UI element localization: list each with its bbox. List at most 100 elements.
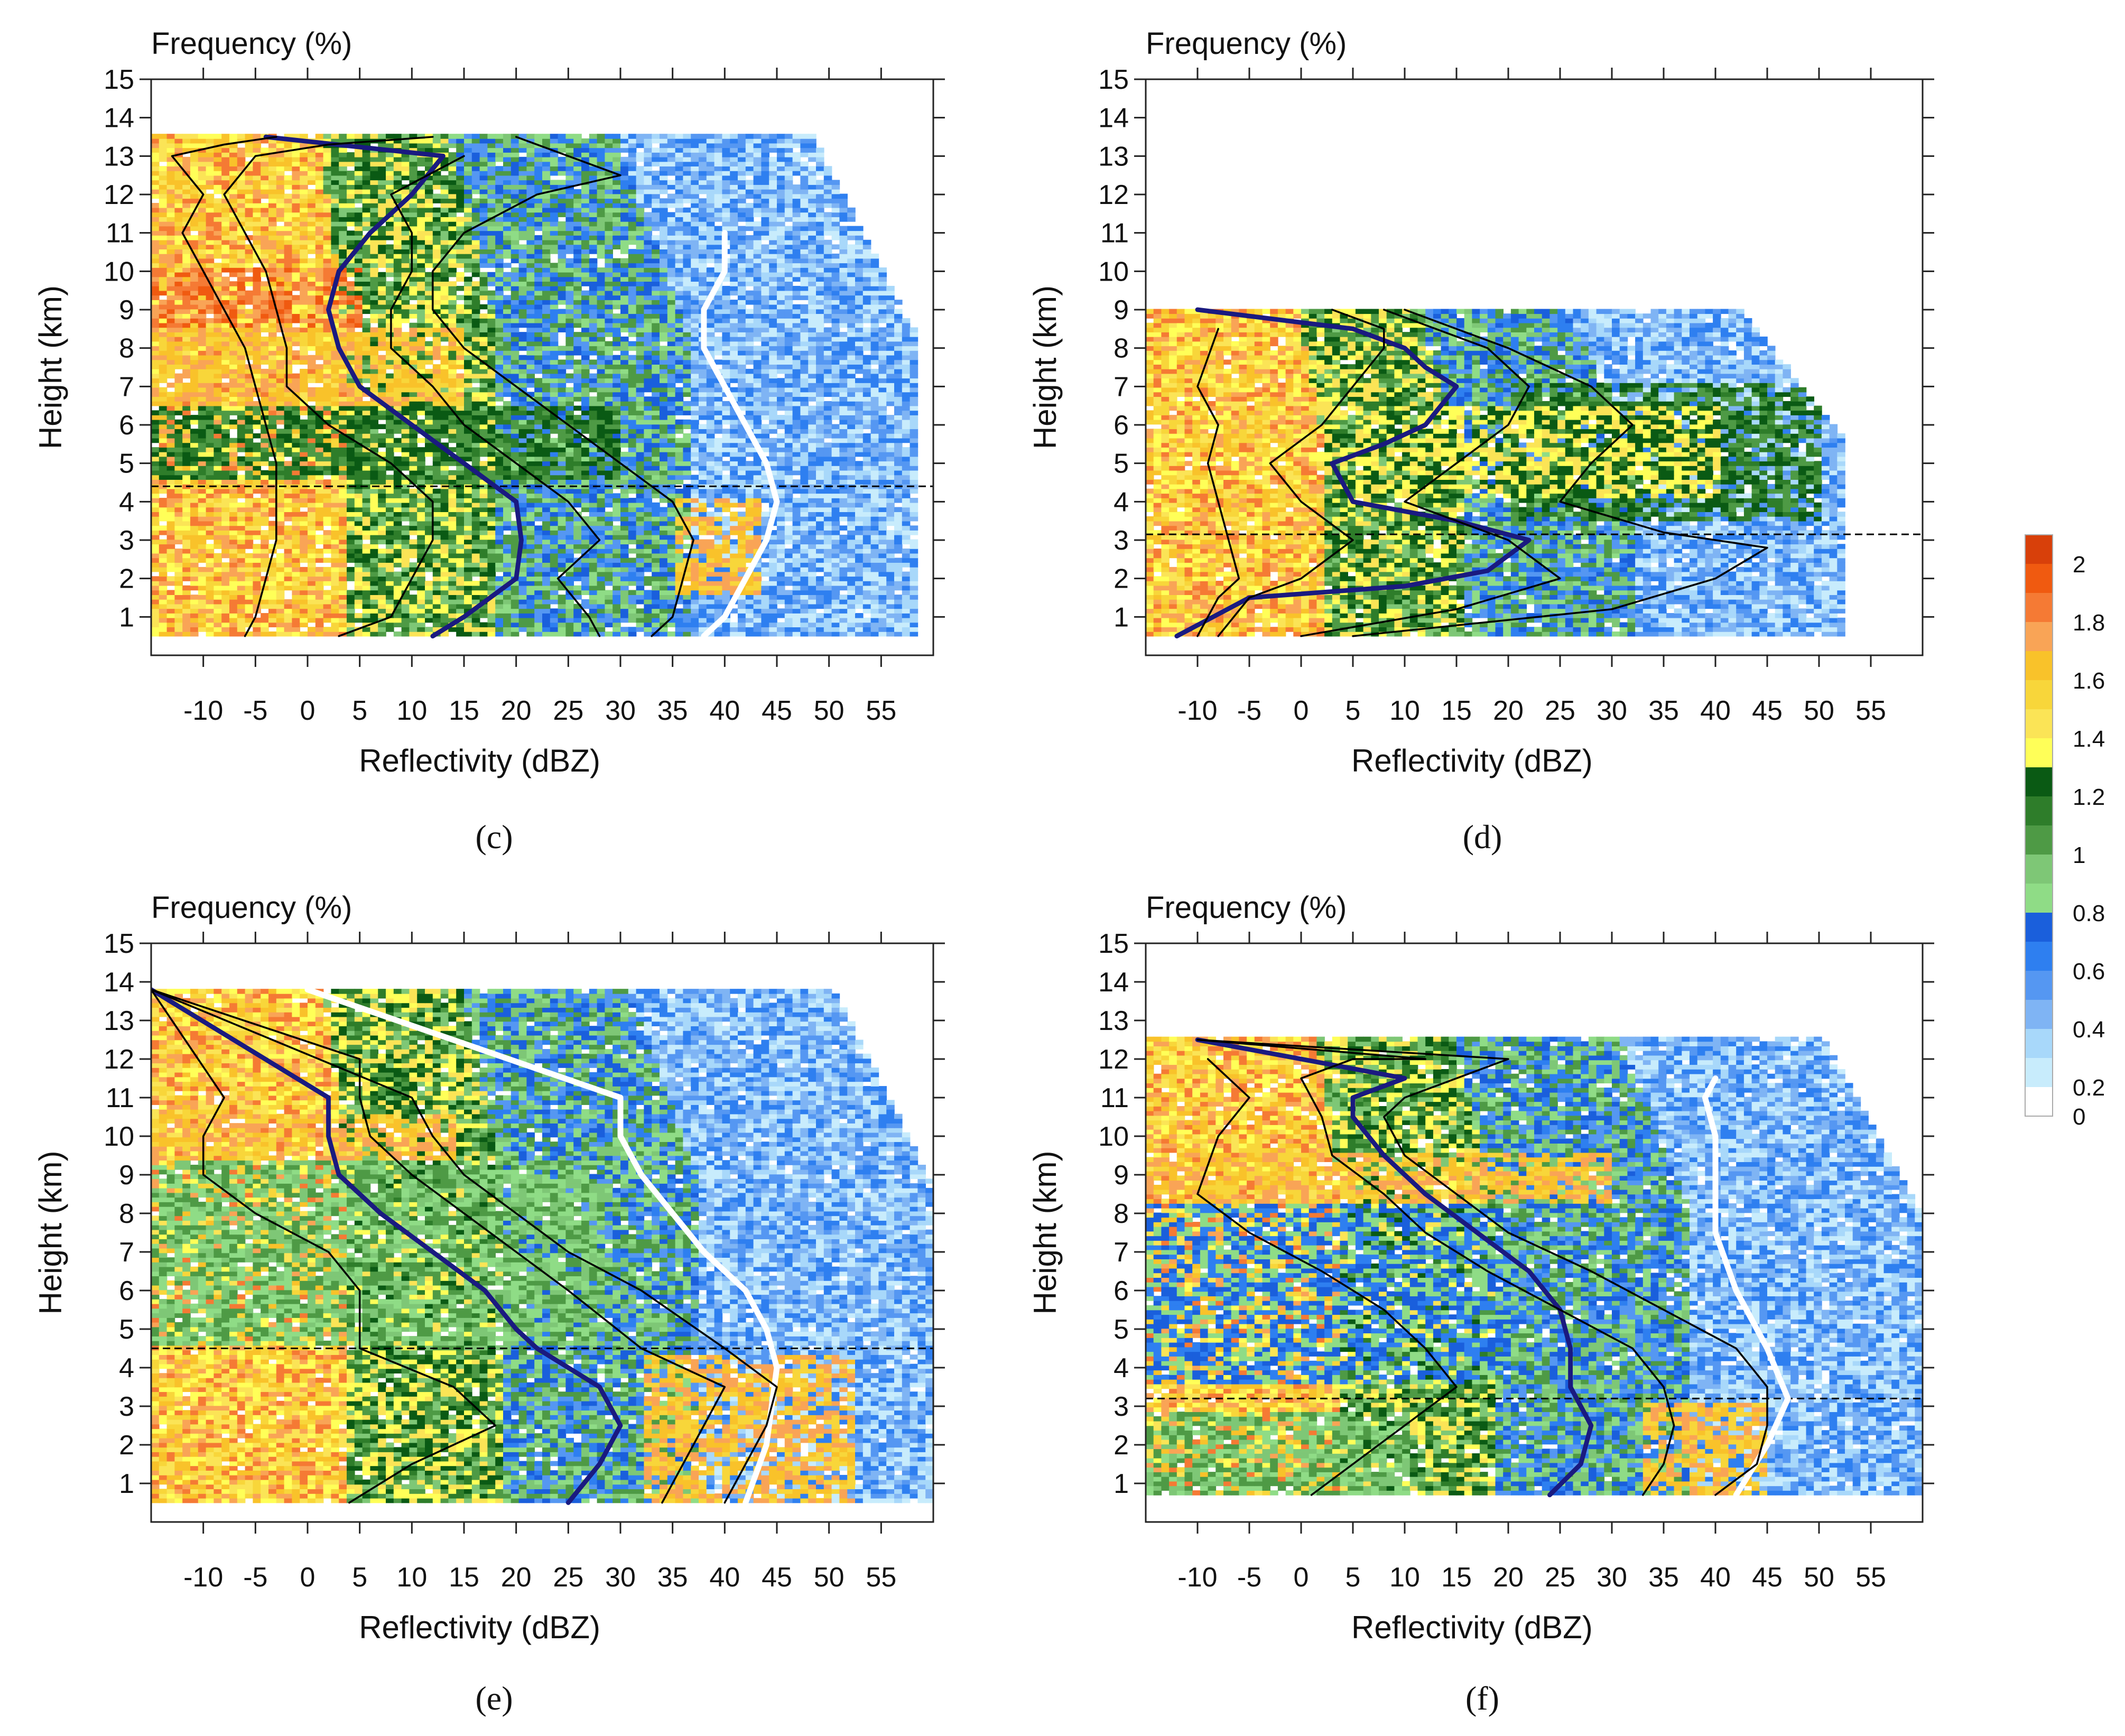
colorbar-swatch — [2025, 1000, 2053, 1029]
y-tick-label: 11 — [106, 1083, 134, 1113]
colorbar-label: 0 — [2073, 1104, 2085, 1130]
x-tick-label: 45 — [762, 695, 792, 726]
colorbar-swatch — [2025, 796, 2053, 826]
x-tick-label: 10 — [396, 695, 427, 726]
x-tick-label: 5 — [1345, 1562, 1361, 1593]
y-tick-label: 10 — [1098, 256, 1129, 287]
y-tick-label: 14 — [1098, 103, 1129, 134]
x-tick-label: 45 — [1752, 695, 1783, 726]
x-tick-label: 5 — [352, 1562, 367, 1593]
y-tick-label: 7 — [119, 1237, 134, 1268]
y-tick-label: 9 — [1113, 295, 1129, 326]
y-tick-label: 7 — [119, 372, 134, 402]
y-tick-label: 2 — [1113, 564, 1129, 595]
y-tick-label: 10 — [104, 1121, 134, 1152]
x-tick-label: 50 — [1804, 695, 1834, 726]
panel-caption: (e) — [475, 1679, 513, 1717]
y-tick-label: 5 — [119, 449, 134, 479]
y-tick-label: 13 — [104, 141, 134, 172]
x-axis-label: Reflectivity (dBZ) — [359, 743, 600, 778]
line-median — [151, 987, 623, 1505]
colorbar-swatch — [2025, 709, 2053, 739]
y-tick-label: 14 — [104, 103, 134, 134]
y-tick-label: 8 — [119, 333, 134, 364]
panel-caption: (f) — [1465, 1679, 1499, 1717]
x-tick-label: 30 — [1597, 1562, 1627, 1593]
y-tick-label: 3 — [119, 1391, 134, 1422]
y-tick-label: 9 — [119, 1160, 134, 1191]
x-tick-label: 15 — [449, 1562, 479, 1593]
colorbar-swatch — [2025, 651, 2053, 681]
y-tick-label: 12 — [104, 180, 134, 210]
heatmap — [151, 134, 918, 637]
y-tick-label: 4 — [1113, 487, 1129, 517]
y-tick-label: 12 — [1098, 1044, 1129, 1075]
x-tick-label: 30 — [605, 695, 636, 726]
x-tick-label: -10 — [183, 695, 223, 726]
heatmap — [151, 989, 933, 1503]
line-p90 — [1352, 309, 1768, 637]
x-tick-label: -10 — [183, 1562, 223, 1593]
y-tick-label: 6 — [119, 1276, 134, 1306]
colorbar-swatch — [2025, 767, 2053, 797]
y-tick-label: 11 — [106, 218, 134, 249]
x-tick-label: 55 — [1855, 695, 1886, 726]
line-median — [1174, 307, 1532, 639]
x-tick-label: 25 — [1545, 1562, 1575, 1593]
x-tick-label: 30 — [1597, 695, 1627, 726]
x-tick-label: 20 — [501, 695, 532, 726]
colorbar-label: 1.2 — [2073, 784, 2105, 810]
x-tick-label: -10 — [1177, 695, 1217, 726]
y-tick-label: 6 — [1113, 410, 1129, 441]
colorbar-swatch — [2025, 1058, 2053, 1088]
y-tick-label: 7 — [1113, 372, 1129, 402]
colorbar-label: 0.4 — [2073, 1017, 2105, 1043]
y-tick-label: 15 — [104, 64, 134, 95]
x-tick-label: 0 — [1294, 695, 1309, 726]
x-tick-label: 45 — [762, 1562, 792, 1593]
y-tick-label: 3 — [1113, 525, 1129, 556]
x-axis-label: Reflectivity (dBZ) — [359, 1610, 600, 1645]
y-tick-label: 8 — [1113, 1199, 1129, 1229]
x-tick-label: -5 — [243, 695, 267, 726]
y-tick-label: 10 — [1098, 1121, 1129, 1152]
line-p95 — [304, 987, 780, 1506]
heatmap — [1146, 1036, 1923, 1496]
y-tick-label: 15 — [1098, 929, 1129, 959]
x-tick-label: 40 — [1700, 695, 1731, 726]
y-tick-label: 1 — [1113, 602, 1129, 633]
line-p95 — [1702, 1075, 1791, 1498]
x-tick-label: 15 — [1441, 695, 1472, 726]
y-tick-label: 3 — [119, 525, 134, 556]
line-p90 — [151, 988, 778, 1504]
x-axis-label: Reflectivity (dBZ) — [1351, 1610, 1593, 1645]
colorbar-label: 0.8 — [2073, 901, 2105, 926]
y-tick-label: 5 — [119, 1314, 134, 1345]
y-tick-label: 11 — [1100, 1083, 1129, 1113]
y-tick-label: 8 — [1113, 333, 1129, 364]
x-tick-label: 45 — [1752, 1562, 1783, 1593]
y-axis-label: Height (km) — [1027, 285, 1063, 449]
panel-title: Frequency (%) — [151, 26, 352, 61]
x-tick-label: -5 — [243, 1562, 267, 1593]
y-tick-label: 15 — [104, 929, 134, 959]
plot-frame — [150, 78, 934, 656]
colorbar-swatch — [2025, 971, 2053, 1000]
y-tick-label: 13 — [104, 1006, 134, 1036]
y-tick-label: 15 — [1098, 64, 1129, 95]
line-p75 — [390, 155, 601, 637]
line-p90 — [1196, 1038, 1768, 1496]
x-tick-label: 25 — [1545, 695, 1575, 726]
plot-frame — [1145, 942, 1924, 1523]
x-tick-label: 35 — [1648, 1562, 1679, 1593]
y-tick-label: 11 — [1100, 218, 1129, 249]
colorbar-swatch — [2025, 825, 2053, 855]
x-tick-label: 0 — [300, 695, 315, 726]
panel-title: Frequency (%) — [1146, 26, 1347, 61]
y-tick-label: 9 — [1113, 1160, 1129, 1191]
x-tick-label: 20 — [1493, 695, 1524, 726]
y-tick-label: 1 — [119, 602, 134, 633]
x-tick-label: 20 — [1493, 1562, 1524, 1593]
